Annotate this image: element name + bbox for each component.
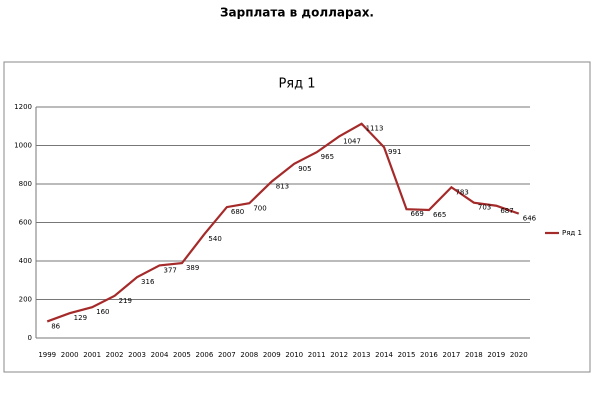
y-tick-label: 400 [19, 257, 32, 265]
chart-title: Ряд 1 [278, 77, 315, 92]
x-tick-label: 2004 [151, 351, 169, 359]
x-tick-label: 2005 [173, 351, 191, 359]
x-tick-label: 2012 [330, 351, 348, 359]
x-tick-label: 2007 [218, 351, 236, 359]
legend-label: Ряд 1 [562, 229, 582, 237]
x-tick-label: 2001 [83, 351, 101, 359]
data-label: 540 [208, 235, 221, 243]
data-label: 1113 [366, 125, 384, 133]
y-tick-label: 800 [19, 180, 32, 188]
x-tick-label: 2017 [442, 351, 460, 359]
data-label: 665 [433, 211, 446, 219]
series-line [46, 122, 520, 323]
x-tick-label: 2014 [375, 351, 393, 359]
data-label: 219 [119, 297, 132, 305]
data-label: 783 [455, 188, 468, 196]
data-label: 86 [51, 322, 60, 330]
data-label: 389 [186, 264, 199, 272]
y-tick-label: 200 [19, 296, 32, 304]
x-tick-label: 2020 [510, 351, 528, 359]
data-label: 160 [96, 308, 109, 316]
x-tick-label: 2011 [308, 351, 326, 359]
data-label: 316 [141, 278, 155, 286]
x-tick-label: 2006 [195, 351, 213, 359]
page-heading: Зарплата в долларах. [220, 6, 374, 20]
x-tick-label: 2015 [398, 351, 416, 359]
x-tick-label: 2008 [240, 351, 258, 359]
data-label: 703 [478, 204, 491, 212]
data-label: 1047 [343, 137, 361, 145]
x-tick-label: 2009 [263, 351, 281, 359]
data-label: 700 [253, 204, 266, 212]
data-label: 377 [164, 266, 177, 274]
data-label: 991 [388, 148, 401, 156]
x-tick-label: 2016 [420, 351, 438, 359]
data-label: 646 [523, 215, 537, 223]
x-tick-label: 2010 [285, 351, 303, 359]
chart-frame [3, 61, 591, 373]
data-label: 129 [74, 314, 87, 322]
data-label: 965 [321, 153, 334, 161]
y-tick-label: 1000 [14, 142, 32, 150]
x-tick-label: 2002 [106, 351, 124, 359]
data-label: 905 [298, 165, 311, 173]
x-tick-label: 1999 [38, 351, 56, 359]
data-label: 813 [276, 182, 289, 190]
x-tick-label: 2003 [128, 351, 146, 359]
y-tick-label: 0 [28, 334, 32, 342]
x-tick-label: 2019 [487, 351, 505, 359]
x-tick-label: 2013 [353, 351, 371, 359]
data-label: 680 [231, 208, 244, 216]
data-label: 687 [500, 207, 513, 215]
x-tick-label: 2018 [465, 351, 483, 359]
y-tick-label: 600 [19, 219, 32, 227]
data-label: 669 [411, 210, 424, 218]
y-tick-label: 1200 [14, 103, 32, 111]
x-tick-label: 2000 [61, 351, 79, 359]
